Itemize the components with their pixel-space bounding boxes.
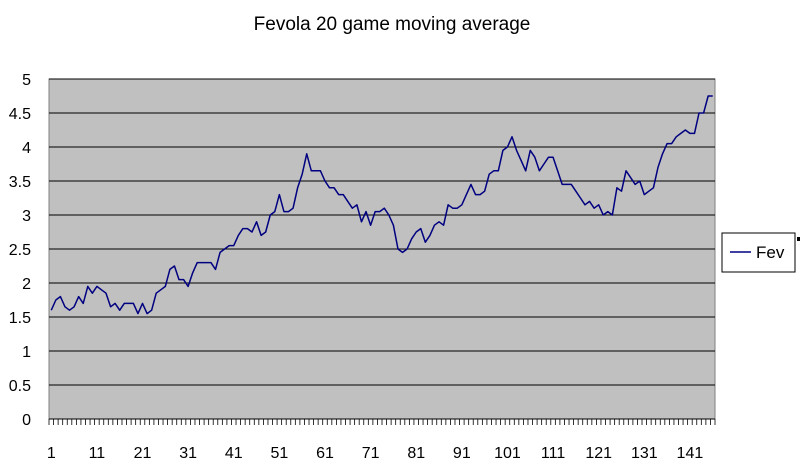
x-axis — [48, 418, 716, 425]
y-tick-label: 3.5 — [9, 174, 31, 191]
x-tick-label: 131 — [631, 445, 658, 462]
x-tick-label: 101 — [494, 445, 521, 462]
legend-marker — [797, 237, 800, 241]
y-tick-label: 0 — [22, 412, 31, 429]
series-line-fev — [50, 95, 713, 315]
x-tick-label: 121 — [585, 445, 612, 462]
chart-title: Fevola 20 game moving average — [254, 14, 531, 35]
x-axis-tick-labels: 1 11 21 31 41 51 61 71 81 91 101 111 121 131 141 — [47, 445, 704, 462]
x-tick-label: 1 — [47, 445, 56, 462]
x-tick-label: 141 — [677, 445, 704, 462]
x-tick-label: 61 — [316, 445, 334, 462]
x-tick-label: 41 — [225, 445, 243, 462]
y-tick-label: 4 — [22, 140, 31, 157]
y-tick-label: 5 — [22, 72, 31, 89]
legend: Fev — [721, 232, 800, 273]
x-tick-label: 11 — [89, 445, 106, 462]
x-tick-label: 51 — [270, 445, 288, 462]
y-tick-label: 1 — [22, 344, 31, 361]
x-tick-label: 31 — [179, 445, 197, 462]
series-group — [50, 95, 713, 315]
x-tick-label: 111 — [541, 445, 565, 462]
legend-label-fev: Fev — [756, 243, 785, 262]
x-tick-label: 71 — [362, 445, 380, 462]
y-tick-label: 4.5 — [9, 106, 31, 123]
y-tick-label: 0.5 — [9, 378, 31, 395]
y-tick-label: 3 — [22, 208, 31, 225]
x-tick-label: 81 — [407, 445, 425, 462]
x-tick-label: 21 — [134, 445, 152, 462]
x-tick-label: 91 — [453, 445, 471, 462]
y-tick-label: 2.5 — [9, 242, 31, 259]
y-axis-tick-labels: 0 0.5 1 1.5 2 2.5 3 3.5 4 4.5 5 — [9, 72, 31, 429]
y-tick-label: 1.5 — [9, 310, 31, 327]
y-tick-label: 2 — [22, 276, 31, 293]
